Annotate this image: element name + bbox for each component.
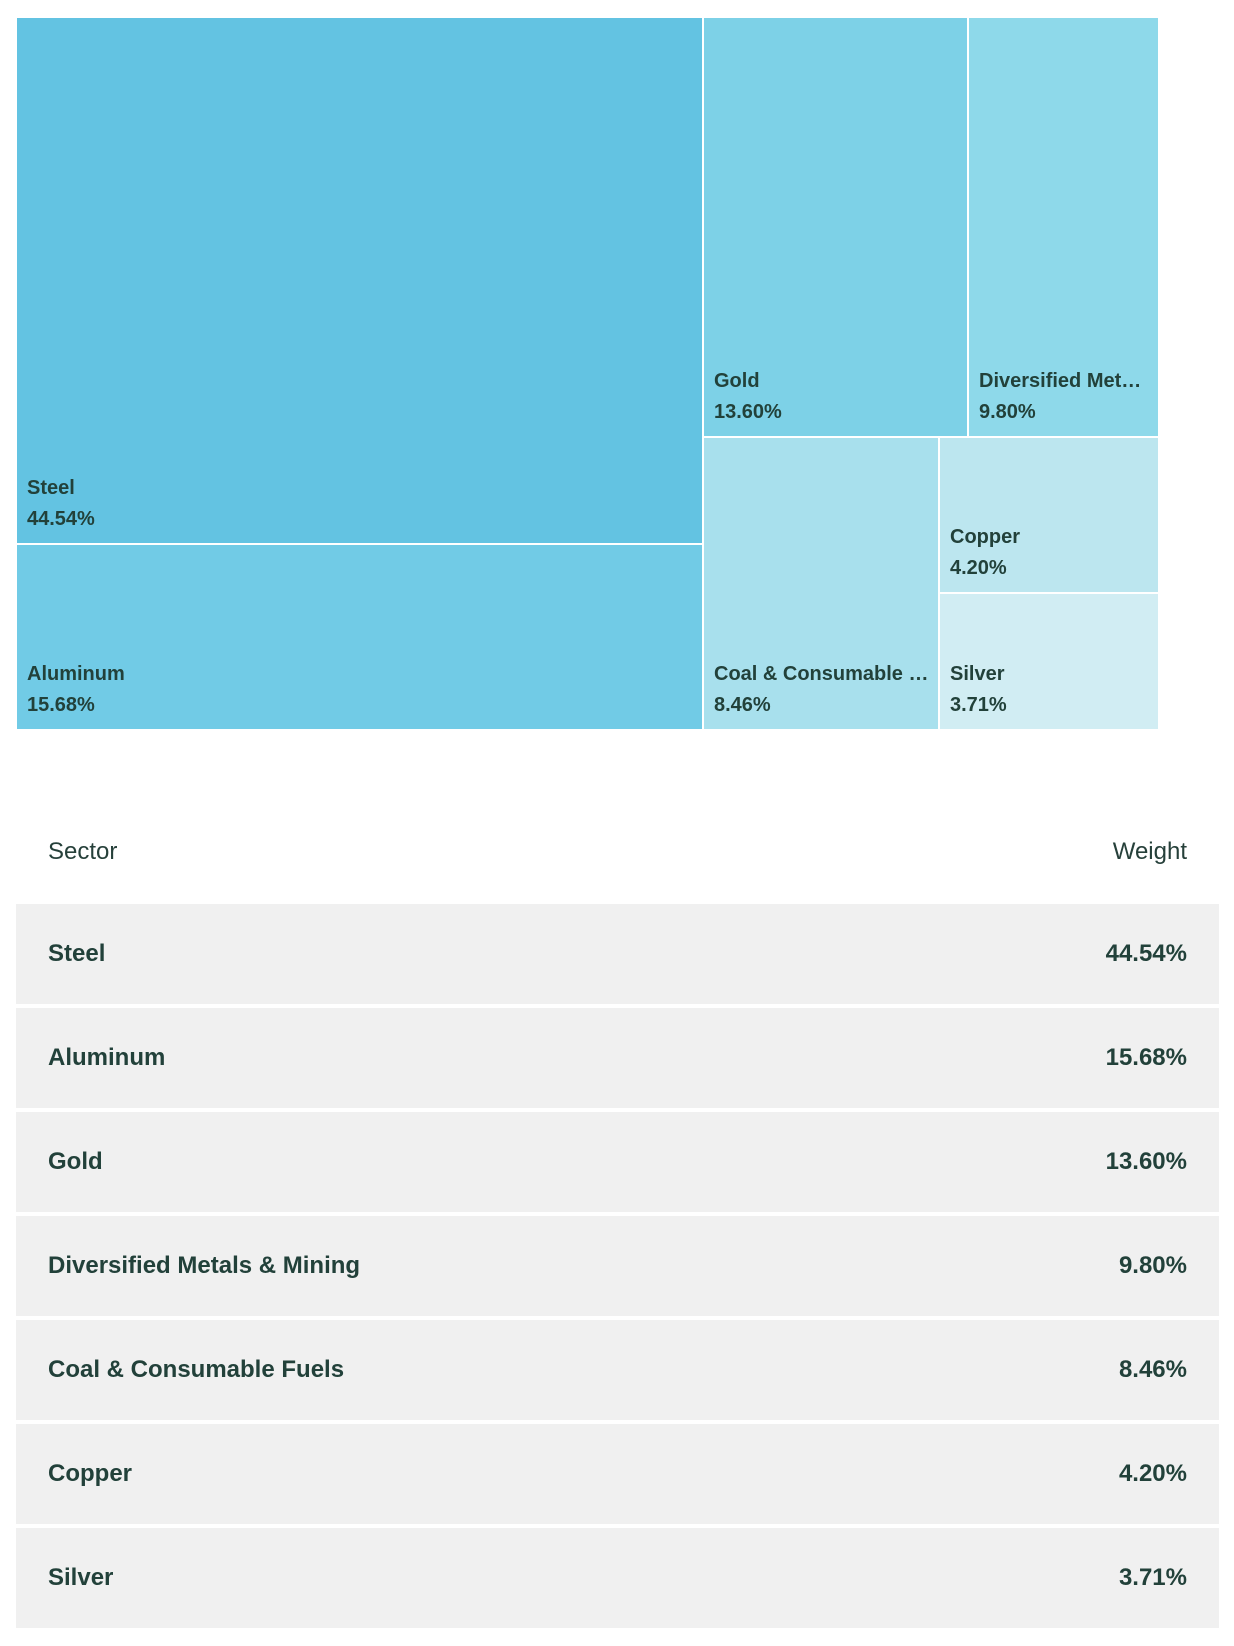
table-row: Silver 3.71% xyxy=(16,1528,1219,1628)
treemap-tile-label: Diversified Metal... xyxy=(979,370,1152,392)
treemap-tile-coal-and-consumable-fuels[interactable]: Coal & Consumable F... 8.46% xyxy=(703,437,939,730)
treemap-tile-value: 3.71% xyxy=(950,694,1007,716)
treemap-tile-text: Steel 44.54% xyxy=(27,473,696,535)
sector-cell: Diversified Metals & Mining xyxy=(48,1252,361,1279)
sector-treemap: Steel 44.54% Aluminum 15.68% Gold 13.60% Diver… xyxy=(16,17,1219,769)
treemap-tile-aluminum[interactable]: Aluminum 15.68% xyxy=(16,544,703,730)
sector-cell: Gold xyxy=(48,1148,103,1175)
treemap-tile-copper[interactable]: Copper 4.20% xyxy=(939,437,1159,593)
treemap-tile-gold[interactable]: Gold 13.60% xyxy=(703,17,968,437)
treemap-tile-text: Coal & Consumable F... 8.46% xyxy=(714,659,932,721)
table-header-row: Sector Weight xyxy=(16,800,1219,904)
treemap-tile-label: Silver xyxy=(950,663,1005,685)
sector-cell: Copper xyxy=(48,1460,132,1487)
treemap-tile-value: 44.54% xyxy=(27,508,95,530)
weight-cell: 15.68% xyxy=(1105,1044,1187,1071)
table-row: Coal & Consumable Fuels 8.46% xyxy=(16,1320,1219,1420)
table-row: Aluminum 15.68% xyxy=(16,1008,1219,1108)
table-row: Copper 4.20% xyxy=(16,1424,1219,1524)
weight-cell: 13.60% xyxy=(1105,1148,1187,1175)
table-row: Diversified Metals & Mining 9.80% xyxy=(16,1216,1219,1316)
table-body: Steel 44.54% Aluminum 15.68% Gold 13.60% Diver… xyxy=(16,904,1219,1628)
treemap-tile-value: 9.80% xyxy=(979,401,1036,423)
treemap-tile-value: 15.68% xyxy=(27,694,95,716)
sector-cell: Silver xyxy=(48,1564,114,1591)
sector-weight-table: Sector Weight Steel 44.54% Aluminum 15.68% G… xyxy=(16,800,1219,1632)
treemap-tile-silver[interactable]: Silver 3.71% xyxy=(939,593,1159,730)
table-row: Gold 13.60% xyxy=(16,1112,1219,1212)
treemap-tile-label: Gold xyxy=(714,370,760,392)
treemap-tile-label: Coal & Consumable F... xyxy=(714,663,932,685)
treemap-tile-value: 8.46% xyxy=(714,694,771,716)
treemap-tile-text: Gold 13.60% xyxy=(714,366,961,428)
weight-cell: 4.20% xyxy=(1118,1460,1187,1487)
treemap-tile-value: 13.60% xyxy=(714,401,782,423)
treemap-tile-label: Aluminum xyxy=(27,663,125,685)
treemap-tile-text: Diversified Metal... 9.80% xyxy=(979,366,1152,428)
weight-cell: 8.46% xyxy=(1118,1356,1187,1383)
sector-column-header: Sector xyxy=(48,838,118,865)
sector-cell: Steel xyxy=(48,940,106,967)
treemap-tile-text: Aluminum 15.68% xyxy=(27,659,696,721)
treemap-tile-text: Copper 4.20% xyxy=(950,522,1152,584)
table-row: Steel 44.54% xyxy=(16,904,1219,1004)
sector-cell: Aluminum xyxy=(48,1044,166,1071)
weight-cell: 44.54% xyxy=(1105,940,1187,967)
treemap-tile-value: 4.20% xyxy=(950,557,1007,579)
weight-cell: 3.71% xyxy=(1118,1564,1187,1591)
weight-cell: 9.80% xyxy=(1118,1252,1187,1279)
treemap-tile-steel[interactable]: Steel 44.54% xyxy=(16,17,703,544)
treemap-tile-text: Silver 3.71% xyxy=(950,659,1152,721)
treemap-tile-label: Steel xyxy=(27,477,75,499)
treemap-tile-diversified-metals-and-mining[interactable]: Diversified Metal... 9.80% xyxy=(968,17,1159,437)
weight-column-header: Weight xyxy=(1112,838,1187,865)
treemap-tile-label: Copper xyxy=(950,526,1020,548)
sector-cell: Coal & Consumable Fuels xyxy=(48,1356,345,1383)
